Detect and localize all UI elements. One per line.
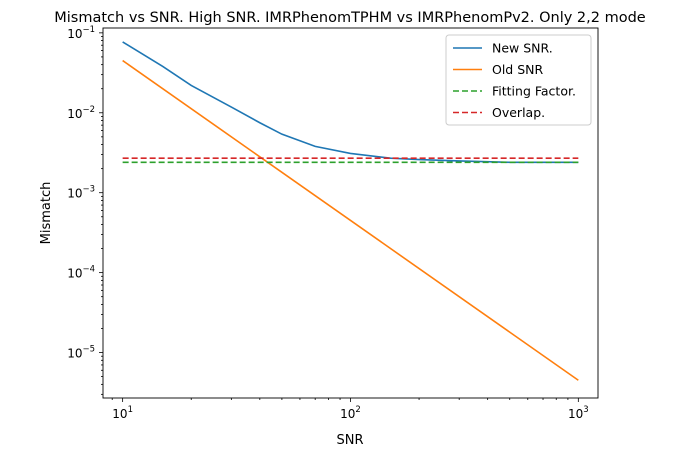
y-tick-label: 10−2: [67, 105, 95, 121]
y-tick-label: 10−5: [67, 345, 95, 361]
series-line-1: [122, 59, 579, 381]
x-tick-label: 103: [568, 405, 589, 421]
legend-label-1: Old SNR: [492, 62, 544, 77]
y-axis-label: Mismatch: [39, 182, 54, 245]
legend-label-2: Fitting Factor.: [492, 84, 576, 99]
x-tick-label: 102: [340, 405, 361, 421]
plot-lines: [122, 41, 579, 381]
x-axis-label: SNR: [336, 433, 363, 448]
legend-label-3: Overlap.: [492, 105, 545, 120]
y-axis: 10−5 10−4 10−3 10−2 10−1: [67, 25, 103, 395]
y-tick-label: 10−1: [67, 25, 95, 41]
legend-label-0: New SNR.: [492, 41, 553, 56]
legend: New SNR. Old SNR Fitting Factor. Overlap.: [445, 34, 592, 126]
y-tick-label: 10−4: [67, 265, 95, 281]
x-tick-label: 101: [112, 405, 133, 421]
legend-box: [445, 34, 592, 126]
chart-title: Mismatch vs SNR. High SNR. IMRPhenomTPHM…: [54, 10, 646, 26]
x-axis: 101 102 103: [111, 398, 589, 421]
y-tick-label: 10−3: [67, 185, 95, 201]
